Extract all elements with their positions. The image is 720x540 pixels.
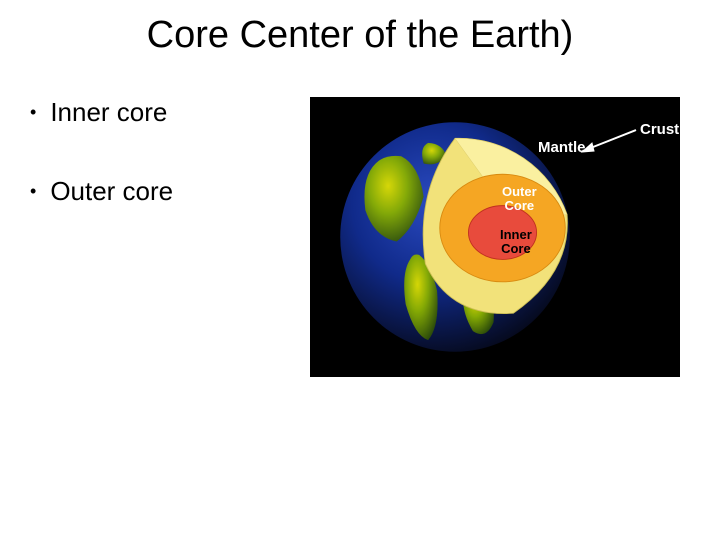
crust-arrow-icon (578, 119, 640, 159)
bullet-text: Outer core (50, 176, 173, 207)
label-outer-line2: Core (505, 198, 535, 213)
label-inner-line2: Core (501, 241, 531, 256)
bullet-icon: • (30, 102, 36, 123)
label-outer-core: Outer Core (502, 185, 537, 214)
list-item: • Outer core (30, 176, 310, 207)
label-crust: Crust (640, 121, 679, 138)
page-title: Core Center of the Earth) (0, 0, 720, 67)
earth-cutaway-diagram: Mantle Crust Outer Core Inner Core (310, 97, 680, 377)
label-inner-line1: Inner (500, 227, 532, 242)
bullet-icon: • (30, 181, 36, 202)
bullet-text: Inner core (50, 97, 167, 128)
content-row: • Inner core • Outer core (0, 67, 720, 377)
bullet-list: • Inner core • Outer core (30, 97, 310, 377)
list-item: • Inner core (30, 97, 310, 128)
label-outer-line1: Outer (502, 184, 537, 199)
label-inner-core: Inner Core (500, 228, 532, 257)
